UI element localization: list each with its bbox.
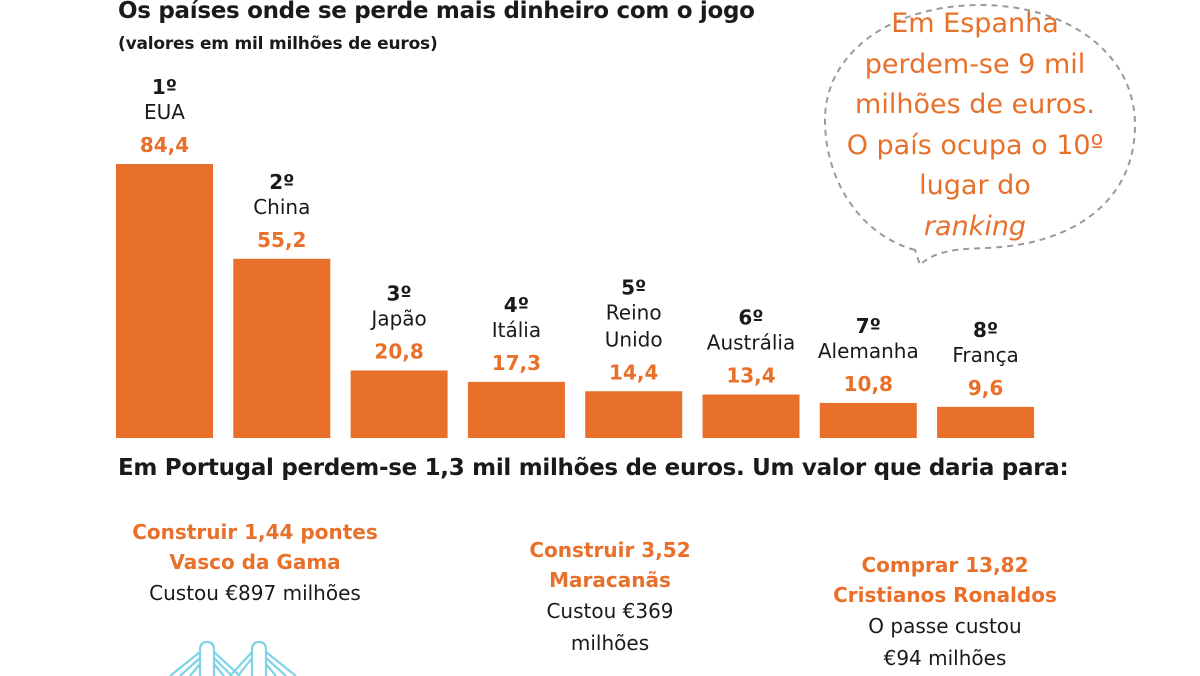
comparison-bridges: Construir 1,44 pontes Vasco da Gama Cust…: [100, 517, 410, 609]
bar-7: [819, 402, 917, 438]
comparison-cost: milhões: [570, 631, 650, 655]
category-label: Alemanha: [818, 339, 919, 363]
category-label: Itália: [492, 318, 541, 342]
rank-label: 1º: [152, 75, 177, 99]
category-label: Austrália: [707, 330, 795, 354]
comparison-cost: O passe custou: [868, 614, 1022, 638]
rank-label: 7º: [856, 314, 881, 338]
category-label: Japão: [369, 306, 426, 330]
bar-5: [585, 391, 683, 438]
comparison-headline: Cristianos Ronaldos: [833, 583, 1057, 607]
value-label: 84,4: [140, 133, 189, 157]
category-label: Reino: [606, 300, 662, 324]
bar-6: [702, 394, 800, 438]
value-label: 9,6: [968, 376, 1003, 400]
comparison-headline: Construir 3,52: [529, 538, 691, 562]
callout-italic-word: ranking: [923, 210, 1027, 242]
value-label: 20,8: [374, 339, 423, 363]
bar-4: [467, 381, 565, 438]
bar-3: [350, 370, 448, 438]
comparison-headline: Construir 1,44 pontes: [132, 520, 378, 544]
callout-bubble: [823, 3, 1137, 267]
bar-8: [937, 406, 1035, 438]
rank-label: 3º: [386, 281, 411, 305]
value-label: 13,4: [726, 363, 775, 387]
value-label: 10,8: [844, 372, 893, 396]
rank-label: 5º: [621, 275, 646, 299]
callout-line: milhões de euros.: [855, 89, 1095, 120]
bar-2: [233, 258, 331, 438]
callout-line: Em Espanha: [891, 8, 1059, 39]
rank-label: 8º: [973, 318, 998, 342]
value-label: 55,2: [257, 228, 306, 252]
comparison-headline: Vasco da Gama: [169, 550, 341, 574]
rank-label: 6º: [738, 305, 763, 329]
category-label: China: [253, 195, 310, 219]
category-label: França: [952, 343, 1018, 367]
callout-line: lugar do: [919, 170, 1031, 201]
callout-line: O país ocupa o 10º: [846, 129, 1104, 161]
comparison-cost: €94 milhões: [883, 646, 1007, 670]
rank-label: 2º: [269, 170, 294, 194]
rank-label: 4º: [504, 293, 529, 317]
comparison-cost: Custou €897 milhões: [149, 581, 361, 605]
comparison-cost: Custou €369: [546, 599, 674, 623]
comparison-headline: Comprar 13,82: [861, 553, 1029, 577]
bar-1: [116, 164, 213, 438]
callout-line: perdem-se 9 mil: [864, 48, 1086, 80]
category-label: Unido: [605, 327, 663, 351]
value-label: 17,3: [492, 351, 541, 375]
bridge-icon: [169, 640, 297, 676]
comparison-ronaldo: Comprar 13,82 Cristianos Ronaldos O pass…: [800, 550, 1090, 674]
portugal-headline: Em Portugal perdem-se 1,3 mil milhões de…: [118, 455, 1069, 481]
comparison-stadiums: Construir 3,52 Maracanãs Custou €369 mil…: [480, 535, 740, 659]
callout-border: [823, 3, 1137, 267]
comparison-headline: Maracanãs: [549, 568, 671, 592]
value-label: 14,4: [609, 360, 658, 384]
category-label: EUA: [144, 100, 185, 124]
callout-text: Em Espanha perdem-se 9 mil milhões de eu…: [835, 4, 1115, 247]
chart-title: Os países onde se perde mais dinheiro co…: [118, 0, 755, 24]
chart-subtitle: (valores em mil milhões de euros): [118, 34, 438, 54]
